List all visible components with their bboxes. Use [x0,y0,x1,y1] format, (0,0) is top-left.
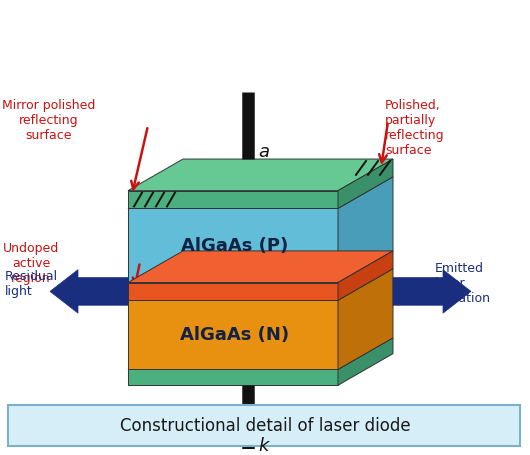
Text: AlGaAs (P): AlGaAs (P) [181,237,289,255]
Polygon shape [128,251,393,283]
Polygon shape [50,270,128,313]
Polygon shape [338,269,393,369]
Polygon shape [128,338,393,369]
Text: k: k [258,437,268,455]
Polygon shape [128,191,338,208]
Polygon shape [128,159,393,191]
Polygon shape [128,300,338,369]
Text: Undoped
active
region: Undoped active region [3,242,59,285]
Text: Mirror polished
reflecting
surface: Mirror polished reflecting surface [2,99,95,142]
Polygon shape [393,270,471,313]
Polygon shape [338,177,393,283]
Polygon shape [338,251,393,300]
Text: a: a [258,143,269,161]
Text: AlGaAs (N): AlGaAs (N) [180,326,289,344]
Polygon shape [128,283,338,300]
FancyBboxPatch shape [8,405,520,446]
Text: Constructional detail of laser diode: Constructional detail of laser diode [120,417,410,435]
Polygon shape [128,269,393,300]
Polygon shape [128,208,338,283]
Text: Polished,
partially
reflecting
surface: Polished, partially reflecting surface [385,99,445,157]
Text: Residual
light: Residual light [5,269,58,298]
Text: Emitted
laser
radiation: Emitted laser radiation [435,262,491,305]
Polygon shape [128,369,338,385]
Polygon shape [128,177,393,208]
Polygon shape [338,338,393,385]
Polygon shape [338,159,393,208]
